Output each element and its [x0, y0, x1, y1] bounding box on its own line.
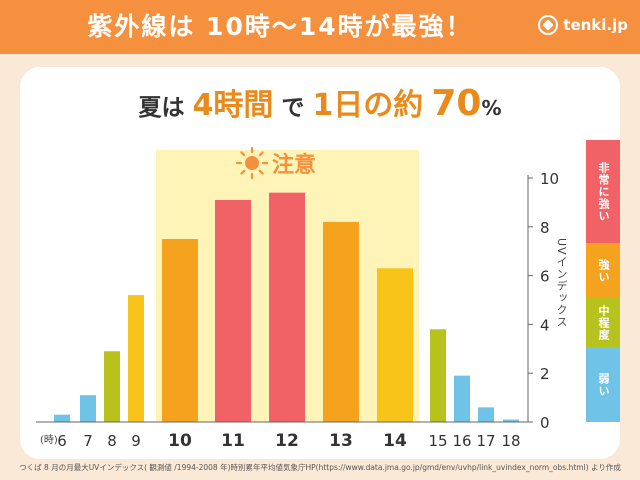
x-tick-label-7: 7: [83, 432, 93, 450]
legend-level-1: 非常に強い: [586, 140, 620, 243]
y-tick-label-2: 2: [540, 365, 550, 383]
bar-8: [104, 351, 120, 422]
x-tick-label-11: 11: [221, 431, 245, 451]
source-footnote: つくば 8 月の月最大UVインデックス( 観測値 /1994-2008 年)時別…: [0, 461, 640, 475]
x-tick-label-18: 18: [501, 432, 520, 450]
caution-label: 注意: [272, 152, 316, 178]
bar-14: [377, 268, 413, 422]
bar-6: [54, 415, 70, 422]
x-tick-label-12: 12: [275, 431, 299, 451]
y-tick-label-0: 0: [540, 414, 550, 432]
x-tick-label-15: 15: [428, 432, 447, 450]
x-tick-label-6: 6: [57, 432, 67, 450]
bar-7: [80, 395, 96, 422]
x-tick-label-14: 14: [383, 431, 407, 451]
x-unit-label: (時): [40, 434, 58, 446]
x-tick-label-10: 10: [168, 431, 192, 451]
x-tick-label-13: 13: [329, 431, 353, 451]
bar-15: [430, 329, 446, 422]
bar-12: [269, 193, 305, 422]
bar-16: [454, 376, 470, 422]
x-tick-label-9: 9: [131, 432, 141, 450]
legend-level-3: 中程度: [586, 298, 620, 347]
y-tick-label-4: 4: [540, 316, 550, 334]
x-tick-label-8: 8: [107, 432, 117, 450]
bar-17: [478, 407, 494, 422]
sun-icon: [237, 148, 267, 178]
y-axis-label: UVインデックス: [553, 238, 569, 328]
y-tick-label-10: 10: [540, 170, 559, 188]
x-tick-label-16: 16: [452, 432, 471, 450]
bar-10: [162, 239, 198, 422]
y-tick-label-8: 8: [540, 219, 550, 237]
bar-9: [128, 295, 144, 422]
legend-level-2: 強い: [586, 243, 620, 298]
bar-11: [215, 200, 251, 422]
bar-13: [323, 222, 359, 422]
y-tick-label-6: 6: [540, 268, 550, 286]
legend-level-4: 弱い: [586, 347, 620, 422]
x-tick-label-17: 17: [476, 432, 495, 450]
